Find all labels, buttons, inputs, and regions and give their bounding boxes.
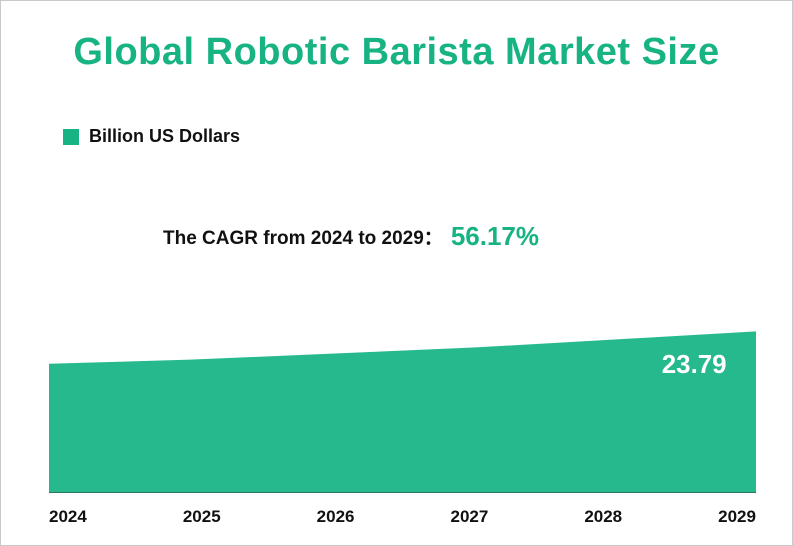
legend: Billion US Dollars [63,126,756,147]
xtick: 2027 [450,507,488,527]
legend-swatch [63,129,79,145]
end-value-label: 23.79 [662,351,727,379]
xtick: 2029 [718,507,756,527]
chart-svg: 23.79 [49,291,756,493]
xtick: 2025 [183,507,221,527]
cagr-label: The CAGR from 2024 to 2029： [163,223,443,250]
cagr-banner: The CAGR from 2024 to 2029： 56.17% [141,211,601,261]
area-series [49,331,756,493]
xtick: 2028 [584,507,622,527]
chart-frame: Global Robotic Barista Market Size Billi… [0,0,793,546]
chart-title: Global Robotic Barista Market Size [37,31,756,74]
x-axis: 2024 2025 2026 2027 2028 2029 [49,507,756,527]
area-chart: 23.79 [49,291,756,493]
cagr-value: 56.17% [451,221,539,252]
xtick: 2024 [49,507,87,527]
xtick: 2026 [317,507,355,527]
legend-label: Billion US Dollars [89,126,240,147]
